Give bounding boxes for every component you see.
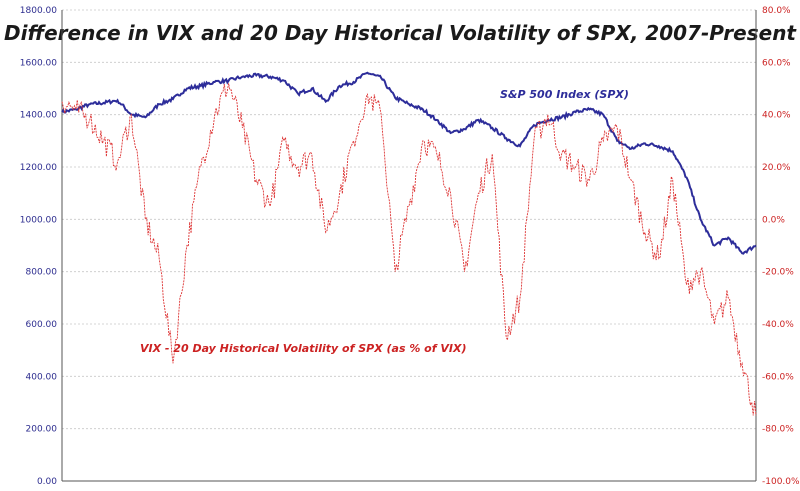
- vix-spread-series-line: [61, 83, 757, 416]
- spx-series-line: [61, 71, 757, 255]
- spx-series-label: S&P 500 Index (SPX): [500, 88, 629, 101]
- left-tick-label: 1200.00: [20, 163, 57, 173]
- left-tick-label: 800.00: [26, 268, 58, 278]
- right-tick-label: -100.0%: [762, 477, 800, 487]
- right-tick-label: 0.0%: [762, 215, 785, 225]
- right-tick-label: 60.0%: [762, 58, 791, 68]
- right-tick-label: -80.0%: [762, 425, 794, 435]
- grid-layer: [62, 9, 756, 482]
- left-tick-label: 600.00: [26, 320, 58, 330]
- left-axis-ticks: 0.00 200.00 400.00 600.00 800.00 1000.00 1200.…: [20, 6, 57, 487]
- right-tick-label: 40.0%: [762, 111, 791, 121]
- left-tick-label: 200.00: [26, 425, 58, 435]
- left-tick-label: 1800.00: [20, 6, 57, 16]
- vix-series-label: VIX - 20 Day Historical Volatility of SP…: [140, 342, 466, 355]
- left-tick-label: 400.00: [26, 372, 58, 382]
- chart-title: Difference in VIX and 20 Day Historical …: [4, 21, 797, 45]
- right-tick-label: -60.0%: [762, 372, 794, 382]
- right-tick-label: 20.0%: [762, 163, 791, 173]
- series-layer: [61, 71, 757, 416]
- axis-layer: [61, 10, 757, 482]
- right-axis-ticks: -100.0% -80.0% -60.0% -40.0% -20.0% 0.0% 20.0%…: [762, 6, 800, 487]
- right-tick-label: -20.0%: [762, 268, 794, 278]
- right-tick-label: 80.0%: [762, 6, 791, 16]
- left-tick-label: 1000.00: [20, 215, 57, 225]
- left-tick-label: 1400.00: [20, 111, 57, 121]
- left-tick-label: 0.00: [37, 477, 57, 487]
- left-tick-label: 1600.00: [20, 58, 57, 68]
- right-tick-label: -40.0%: [762, 320, 794, 330]
